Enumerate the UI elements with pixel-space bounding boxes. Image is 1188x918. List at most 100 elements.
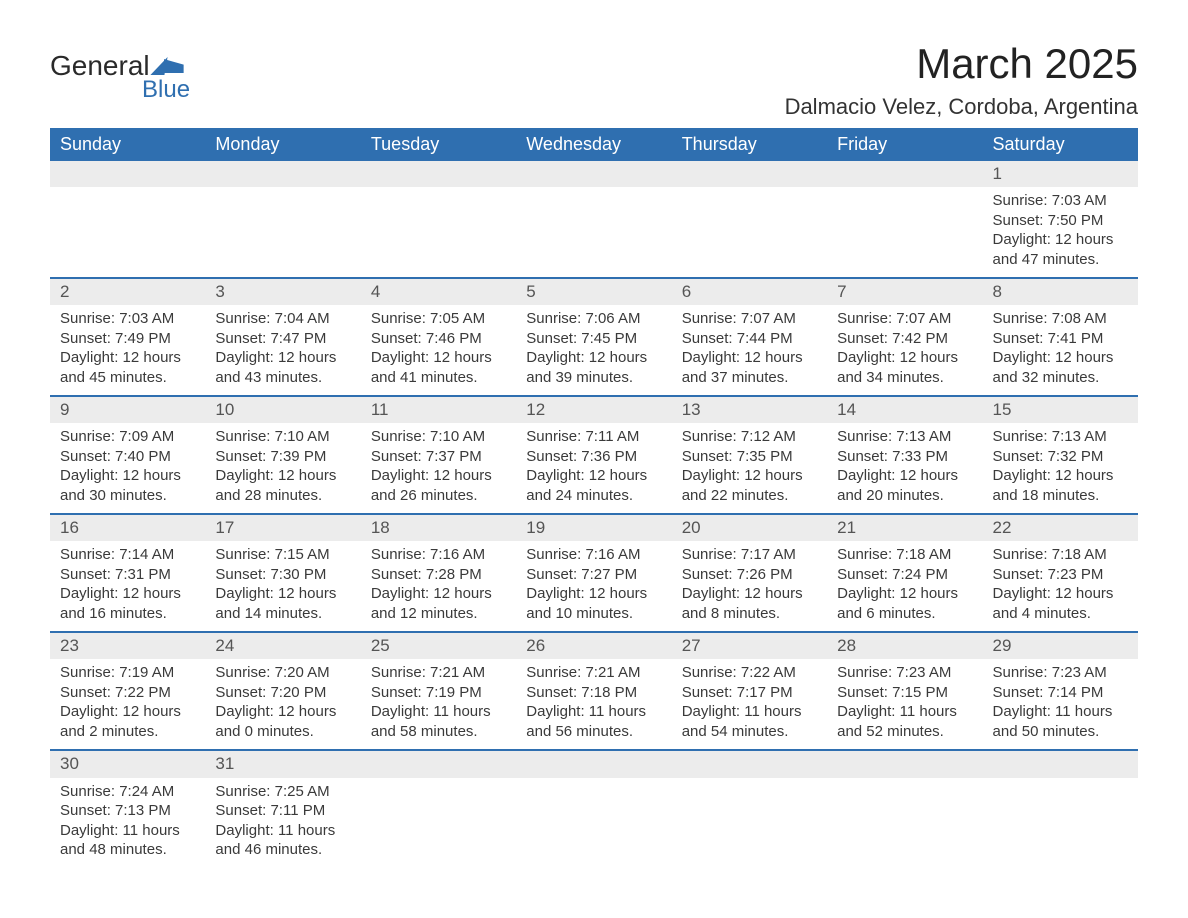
sunset-text: Sunset: 7:19 PM: [371, 683, 506, 703]
calendar-table: Sunday Monday Tuesday Wednesday Thursday…: [50, 128, 1138, 868]
day-number-cell: 23: [50, 632, 205, 659]
day1-text: Daylight: 12 hours: [993, 230, 1128, 250]
day-number-cell: 13: [672, 396, 827, 423]
day-number-cell: 15: [983, 396, 1138, 423]
day-number-cell: 8: [983, 278, 1138, 305]
day-cell: [361, 187, 516, 278]
day1-text: Daylight: 12 hours: [837, 584, 972, 604]
sunrise-text: Sunrise: 7:08 AM: [993, 309, 1128, 329]
day1-text: Daylight: 11 hours: [371, 702, 506, 722]
sunrise-text: Sunrise: 7:15 AM: [215, 545, 350, 565]
day-cell: [672, 778, 827, 868]
day2-text: and 18 minutes.: [993, 486, 1128, 506]
sunset-text: Sunset: 7:30 PM: [215, 565, 350, 585]
sunrise-text: Sunrise: 7:07 AM: [682, 309, 817, 329]
logo-text2: Blue: [142, 76, 190, 104]
sunset-text: Sunset: 7:44 PM: [682, 329, 817, 349]
day-header: Monday: [205, 128, 360, 161]
day-cell: Sunrise: 7:18 AMSunset: 7:24 PMDaylight:…: [827, 541, 982, 632]
day-number-cell: 2: [50, 278, 205, 305]
day-cell: [827, 778, 982, 868]
day-cell: Sunrise: 7:18 AMSunset: 7:23 PMDaylight:…: [983, 541, 1138, 632]
sunset-text: Sunset: 7:14 PM: [993, 683, 1128, 703]
day-number-cell: 4: [361, 278, 516, 305]
day2-text: and 45 minutes.: [60, 368, 195, 388]
day-number-cell: [205, 161, 360, 187]
sunset-text: Sunset: 7:15 PM: [837, 683, 972, 703]
sunset-text: Sunset: 7:49 PM: [60, 329, 195, 349]
day-cell: Sunrise: 7:07 AMSunset: 7:42 PMDaylight:…: [827, 305, 982, 396]
sunset-text: Sunset: 7:27 PM: [526, 565, 661, 585]
sunset-text: Sunset: 7:39 PM: [215, 447, 350, 467]
day2-text: and 20 minutes.: [837, 486, 972, 506]
location-subtitle: Dalmacio Velez, Cordoba, Argentina: [785, 94, 1138, 120]
day2-text: and 50 minutes.: [993, 722, 1128, 742]
sunrise-text: Sunrise: 7:05 AM: [371, 309, 506, 329]
day-cell: Sunrise: 7:19 AMSunset: 7:22 PMDaylight:…: [50, 659, 205, 750]
day2-text: and 12 minutes.: [371, 604, 506, 624]
day-number-cell: 20: [672, 514, 827, 541]
day2-text: and 46 minutes.: [215, 840, 350, 860]
day2-text: and 32 minutes.: [993, 368, 1128, 388]
sunset-text: Sunset: 7:23 PM: [993, 565, 1128, 585]
day-cell: [361, 778, 516, 868]
day-cell: Sunrise: 7:13 AMSunset: 7:33 PMDaylight:…: [827, 423, 982, 514]
sunrise-text: Sunrise: 7:10 AM: [371, 427, 506, 447]
sunrise-text: Sunrise: 7:11 AM: [526, 427, 661, 447]
day-number-cell: [516, 750, 671, 777]
day1-text: Daylight: 12 hours: [993, 466, 1128, 486]
day2-text: and 56 minutes.: [526, 722, 661, 742]
calendar-body: 1Sunrise: 7:03 AMSunset: 7:50 PMDaylight…: [50, 161, 1138, 868]
day1-text: Daylight: 12 hours: [371, 584, 506, 604]
day-number-cell: 14: [827, 396, 982, 423]
day-cell: Sunrise: 7:04 AMSunset: 7:47 PMDaylight:…: [205, 305, 360, 396]
day2-text: and 41 minutes.: [371, 368, 506, 388]
day-number-cell: 10: [205, 396, 360, 423]
day-cell: Sunrise: 7:10 AMSunset: 7:37 PMDaylight:…: [361, 423, 516, 514]
day2-text: and 16 minutes.: [60, 604, 195, 624]
week-daynum-row: 23242526272829: [50, 632, 1138, 659]
sunset-text: Sunset: 7:18 PM: [526, 683, 661, 703]
day-number-cell: 26: [516, 632, 671, 659]
day2-text: and 8 minutes.: [682, 604, 817, 624]
day-number-cell: 1: [983, 161, 1138, 187]
day2-text: and 43 minutes.: [215, 368, 350, 388]
sunset-text: Sunset: 7:36 PM: [526, 447, 661, 467]
day-cell: Sunrise: 7:21 AMSunset: 7:19 PMDaylight:…: [361, 659, 516, 750]
day-number-cell: 21: [827, 514, 982, 541]
day1-text: Daylight: 12 hours: [60, 466, 195, 486]
day1-text: Daylight: 12 hours: [215, 584, 350, 604]
sunrise-text: Sunrise: 7:20 AM: [215, 663, 350, 683]
day2-text: and 0 minutes.: [215, 722, 350, 742]
sunrise-text: Sunrise: 7:24 AM: [60, 782, 195, 802]
day-cell: Sunrise: 7:03 AMSunset: 7:49 PMDaylight:…: [50, 305, 205, 396]
day-number-cell: 6: [672, 278, 827, 305]
day-number-cell: [361, 750, 516, 777]
sunrise-text: Sunrise: 7:25 AM: [215, 782, 350, 802]
day-cell: [516, 187, 671, 278]
day2-text: and 52 minutes.: [837, 722, 972, 742]
sunset-text: Sunset: 7:22 PM: [60, 683, 195, 703]
day-number-cell: [361, 161, 516, 187]
week-daynum-row: 9101112131415: [50, 396, 1138, 423]
day-number-cell: 5: [516, 278, 671, 305]
day-number-cell: 30: [50, 750, 205, 777]
day1-text: Daylight: 11 hours: [837, 702, 972, 722]
day-number-cell: [983, 750, 1138, 777]
day1-text: Daylight: 11 hours: [526, 702, 661, 722]
sunrise-text: Sunrise: 7:12 AM: [682, 427, 817, 447]
day-cell: [983, 778, 1138, 868]
day2-text: and 47 minutes.: [993, 250, 1128, 270]
day-cell: Sunrise: 7:11 AMSunset: 7:36 PMDaylight:…: [516, 423, 671, 514]
week-data-row: Sunrise: 7:09 AMSunset: 7:40 PMDaylight:…: [50, 423, 1138, 514]
sunset-text: Sunset: 7:24 PM: [837, 565, 972, 585]
sunrise-text: Sunrise: 7:06 AM: [526, 309, 661, 329]
day-cell: Sunrise: 7:22 AMSunset: 7:17 PMDaylight:…: [672, 659, 827, 750]
day-number-cell: 16: [50, 514, 205, 541]
day-number-cell: 3: [205, 278, 360, 305]
sunrise-text: Sunrise: 7:04 AM: [215, 309, 350, 329]
day1-text: Daylight: 11 hours: [60, 821, 195, 841]
day-number-cell: 11: [361, 396, 516, 423]
day-cell: Sunrise: 7:14 AMSunset: 7:31 PMDaylight:…: [50, 541, 205, 632]
day-cell: Sunrise: 7:24 AMSunset: 7:13 PMDaylight:…: [50, 778, 205, 868]
